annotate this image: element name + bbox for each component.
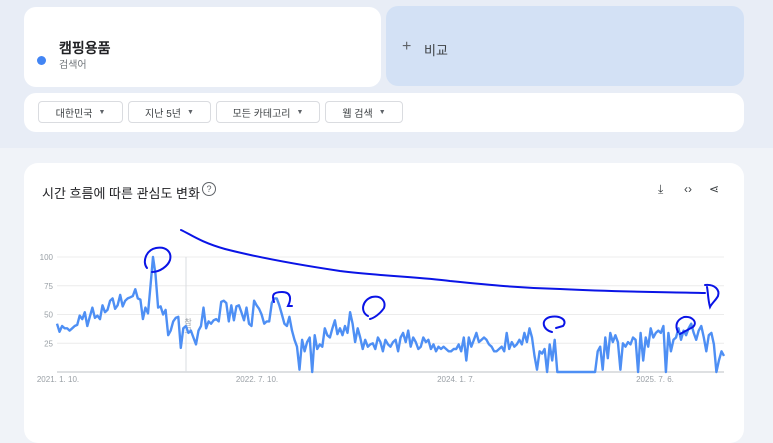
hand-drawn-annotations — [143, 229, 720, 335]
plus-icon: + — [402, 38, 412, 55]
y-tick-label: 50 — [44, 311, 53, 320]
region-dropdown[interactable]: 대한민국 ▼ — [38, 101, 123, 123]
annotation-circle — [675, 315, 696, 335]
x-tick-label: 2022. 7. 10. — [236, 375, 278, 384]
term-color-dot — [37, 56, 46, 65]
x-tick-label: 2024. 1. 7. — [437, 375, 475, 384]
annotation-circle — [143, 246, 172, 273]
help-icon[interactable]: ? — [202, 182, 216, 196]
x-tick-label: 2025. 7. 6. — [636, 375, 674, 384]
annotation-trend-curve — [180, 229, 706, 294]
caret-down-icon: ▼ — [98, 108, 106, 116]
category-dropdown[interactable]: 모든 카테고리 ▼ — [216, 101, 320, 123]
embed-icon[interactable]: ‹› — [684, 182, 692, 196]
region-label: 대한민국 — [55, 108, 93, 120]
annotation-end-mark — [704, 283, 720, 310]
filter-bar: 대한민국 ▼ 지난 5년 ▼ 모든 카테고리 ▼ 웹 검색 ▼ — [24, 93, 744, 132]
y-tick-label: 75 — [44, 282, 53, 291]
series-line — [55, 255, 726, 374]
term-name: 캠핑용품 — [59, 40, 111, 56]
compare-button[interactable]: + 비교 — [386, 6, 744, 86]
search-type-label: 웹 검색 — [342, 108, 373, 120]
y-tick-label: 100 — [40, 253, 54, 262]
x-tick-label: 2021. 1. 10. — [37, 375, 79, 384]
category-label: 모든 카테고리 — [232, 108, 291, 120]
term-type: 검색어 — [59, 60, 87, 71]
compare-label: 비교 — [424, 43, 448, 58]
caret-down-icon: ▼ — [296, 108, 304, 116]
note-marker-label[interactable]: 참고 — [183, 317, 192, 334]
search-type-dropdown[interactable]: 웹 검색 ▼ — [325, 101, 403, 123]
y-tick-label: 25 — [44, 339, 53, 348]
section-title: 시간 흐름에 따른 관심도 변화 — [42, 186, 200, 201]
time-range-label: 지난 5년 — [145, 108, 181, 120]
line-chart: 25 50 75 100 2021. 1. 10. 2022. 7. 10. 2024. … — [37, 229, 726, 384]
annotation-circle — [362, 295, 386, 320]
download-icon[interactable]: ⤓ — [658, 182, 664, 196]
annotation-circle — [272, 290, 293, 307]
share-icon[interactable]: ⋖ — [709, 182, 720, 196]
caret-down-icon: ▼ — [378, 108, 386, 116]
annotation-circle — [542, 315, 566, 333]
search-term-card[interactable]: 캠핑용품 검색어 — [24, 7, 381, 87]
time-range-dropdown[interactable]: 지난 5년 ▼ — [128, 101, 211, 123]
caret-down-icon: ▼ — [187, 108, 194, 116]
